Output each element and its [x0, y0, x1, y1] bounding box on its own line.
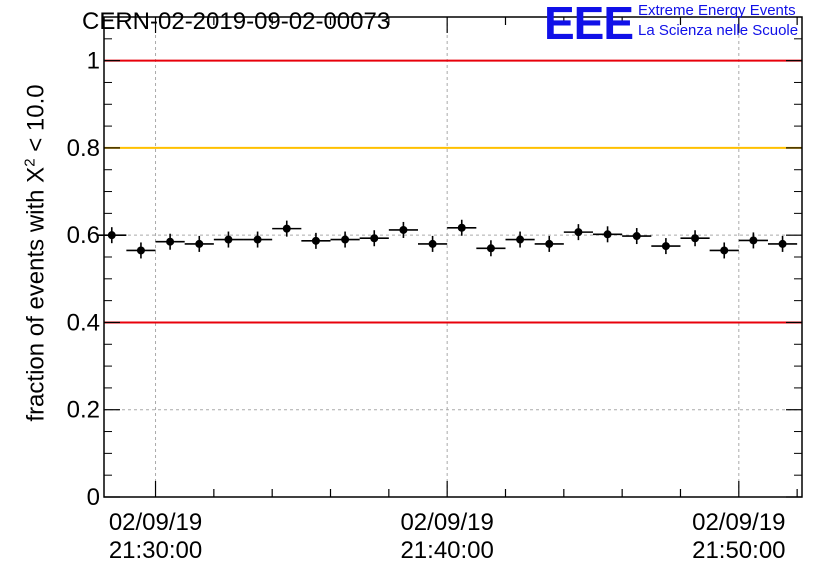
y-tick-label: 0.4	[67, 309, 100, 336]
plot-frame	[103, 16, 803, 498]
x-tick-label-date: 02/09/19	[400, 509, 493, 536]
data-point	[691, 234, 700, 243]
y-tick-label: 0	[87, 484, 100, 511]
y-axis-label-prefix: fraction of events with	[22, 182, 50, 422]
chart-title: CERN-02-2019-09-02-00073	[82, 8, 391, 35]
data-point	[166, 237, 175, 246]
y-tick-label: 0.8	[67, 135, 100, 162]
data-point	[720, 246, 729, 255]
x-tick-label-date: 02/09/19	[692, 509, 785, 536]
y-tick-label: 0.2	[67, 397, 100, 424]
y-tick-label: 0.6	[67, 222, 100, 249]
y-tick-label: 1	[87, 48, 100, 75]
logo-mark: EEE	[544, 0, 634, 49]
logo-tagline-1: Extreme Energy Events	[638, 2, 796, 19]
data-point	[399, 225, 408, 234]
data-point	[778, 239, 787, 248]
data-point	[282, 224, 291, 233]
data-point	[428, 239, 437, 248]
y-axis-label-symbol: X	[22, 166, 50, 183]
data-point	[136, 246, 145, 255]
data-point	[545, 239, 554, 248]
data-point	[195, 239, 204, 248]
eee-logo: EEE Extreme Energy Events La Scienza nel…	[544, 0, 834, 49]
data-point	[457, 223, 466, 232]
data-point	[661, 242, 670, 251]
data-point	[311, 236, 320, 245]
data-point	[632, 232, 641, 241]
data-point	[341, 235, 350, 244]
x-tick-label-time: 21:50:00	[692, 537, 785, 564]
data-point	[224, 235, 233, 244]
data-point	[253, 235, 262, 244]
x-tick-label-time: 21:40:00	[400, 537, 493, 564]
y-axis-label-suffix: < 10.0	[22, 84, 50, 159]
data-point	[486, 244, 495, 253]
y-axis-label: fraction of events with X2 < 10.0	[22, 84, 51, 421]
x-tick-label-time: 21:30:00	[109, 537, 202, 564]
data-point	[749, 236, 758, 245]
logo-tagline-2: La Scienza nelle Scuole	[638, 22, 799, 39]
data-point	[516, 235, 525, 244]
data-point	[370, 234, 379, 243]
data-point	[107, 231, 116, 240]
y-axis-label-superscript: 2	[21, 158, 39, 167]
data-point	[574, 228, 583, 237]
data-point	[603, 230, 612, 239]
x-tick-label-date: 02/09/19	[109, 509, 202, 536]
